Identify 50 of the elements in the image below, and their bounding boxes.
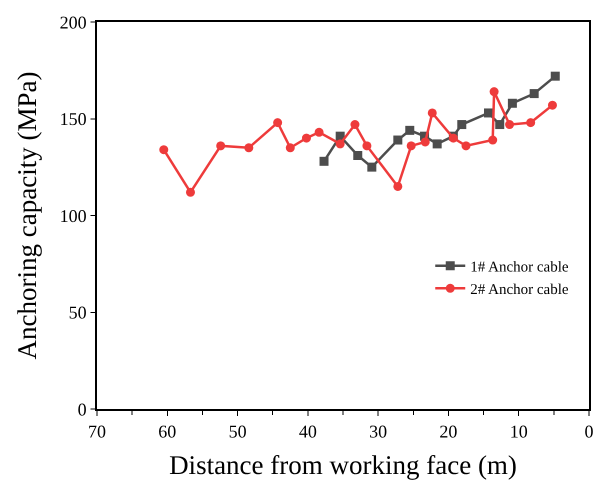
point <box>495 120 504 130</box>
point <box>336 139 345 148</box>
point <box>526 118 536 128</box>
point <box>405 126 414 135</box>
x-tick-label: 40 <box>298 421 317 442</box>
y-tick-label: 100 <box>60 206 87 226</box>
point <box>393 136 402 145</box>
point <box>273 118 282 128</box>
y-tick-label: 150 <box>60 109 87 130</box>
point <box>320 156 329 166</box>
point <box>286 143 295 152</box>
point <box>550 72 560 81</box>
point <box>505 120 514 130</box>
point <box>362 141 372 150</box>
x-tick-label: 60 <box>158 421 176 442</box>
x-tick-label: 10 <box>510 421 528 442</box>
point <box>462 141 470 150</box>
legend-label: 1# Anchor cable <box>470 260 569 276</box>
point <box>159 145 168 154</box>
y-tick-label: 50 <box>68 302 87 323</box>
x-tick-label: 20 <box>439 421 458 442</box>
point <box>367 162 376 172</box>
x-axis-title: Distance from working face (m) <box>169 450 517 480</box>
point <box>244 143 254 152</box>
y-axis-title: Anchoring capacity (MPa) <box>12 72 42 360</box>
point <box>353 151 362 160</box>
point <box>508 98 517 108</box>
point <box>484 108 493 118</box>
point <box>350 120 360 130</box>
point <box>490 87 499 96</box>
point <box>302 134 311 143</box>
point <box>216 141 226 150</box>
x-tick-label: 30 <box>369 421 388 442</box>
x-tick-label: 0 <box>584 421 594 442</box>
point <box>428 108 437 118</box>
point <box>314 128 324 137</box>
point <box>457 120 466 130</box>
point <box>548 100 557 110</box>
point <box>186 188 195 197</box>
x-tick-label: 70 <box>88 421 106 442</box>
point <box>488 136 498 145</box>
x-tick-label: 50 <box>228 421 247 442</box>
point <box>406 141 416 150</box>
y-tick-label: 0 <box>78 399 87 420</box>
point <box>420 137 430 146</box>
point <box>393 182 402 191</box>
y-tick-label: 200 <box>60 12 87 32</box>
point <box>432 139 442 148</box>
point <box>530 89 539 98</box>
legend-label: 2# Anchor cable <box>470 282 569 298</box>
